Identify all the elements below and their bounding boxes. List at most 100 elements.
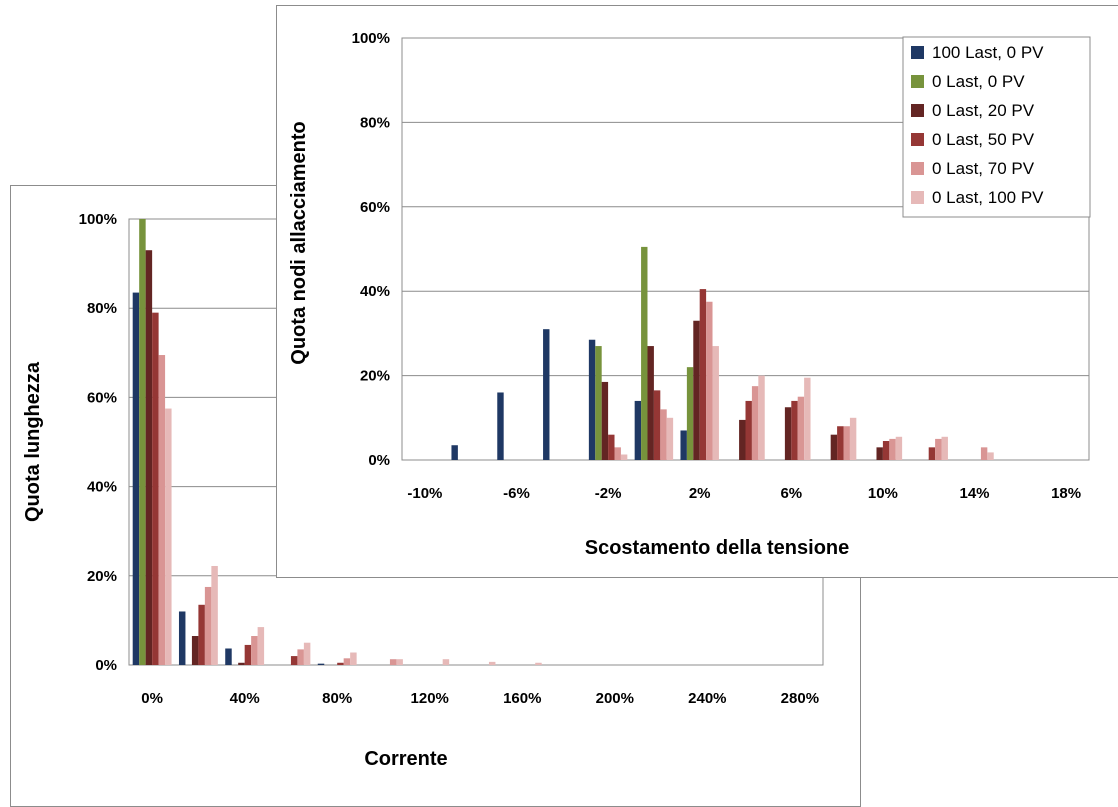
- bar: [928, 447, 936, 460]
- bar: [706, 301, 713, 460]
- bar: [797, 396, 805, 460]
- bar: [712, 346, 719, 460]
- y-tick-label: 0%: [95, 657, 117, 674]
- x-tick-label: 160%: [503, 690, 541, 707]
- legend-swatch: [911, 46, 924, 59]
- bar: [317, 663, 325, 665]
- x-tick-label: 14%: [959, 485, 989, 502]
- bar: [693, 320, 700, 460]
- x-tick-label: 10%: [868, 485, 898, 502]
- bar: [165, 408, 172, 665]
- bar: [198, 604, 205, 665]
- bar: [601, 381, 609, 460]
- bar: [666, 417, 674, 460]
- bar: [350, 652, 357, 665]
- bar: [204, 586, 212, 665]
- bar: [653, 390, 661, 460]
- bar: [244, 644, 252, 665]
- x-tick-label: 18%: [1051, 485, 1081, 502]
- bar: [132, 292, 140, 665]
- bar: [849, 417, 857, 460]
- bar: [895, 436, 903, 460]
- y-tick-label: 80%: [87, 300, 117, 317]
- voltage-chart-x-axis-title: Scostamento della tensione: [585, 537, 850, 559]
- bar: [152, 312, 159, 665]
- x-tick-label: 40%: [230, 690, 260, 707]
- legend-label: 100 Last, 0 PV: [932, 43, 1044, 62]
- x-tick-label: 2%: [689, 485, 711, 502]
- bar: [758, 375, 765, 460]
- current-chart-y-ticks: 0% 20% 40% 60% 80% 100%: [79, 211, 117, 674]
- bar: [297, 649, 304, 665]
- bar: [620, 454, 628, 460]
- voltage-chart-svg: 0% 20% 40% 60% 80% 100% -10% -6% -2% 2% 6% 10% 14% 1…: [288, 30, 1091, 559]
- bar: [680, 430, 687, 460]
- legend-box: [902, 36, 1091, 218]
- legend-label: 0 Last, 100 PV: [932, 188, 1044, 207]
- bar: [751, 386, 759, 460]
- bar: [588, 339, 596, 460]
- x-tick-label: 280%: [781, 690, 819, 707]
- x-tick-label: 80%: [322, 690, 352, 707]
- bar: [882, 441, 890, 460]
- voltage-chart-legend: 100 Last, 0 PV 0 Last, 0 PV 0 Last, 20 PV 0…: [902, 36, 1091, 218]
- x-tick-label: 240%: [688, 690, 726, 707]
- bar: [488, 661, 496, 665]
- bar: [843, 426, 850, 460]
- legend-swatch: [911, 133, 924, 146]
- bar: [876, 447, 883, 460]
- x-tick-label: -10%: [407, 485, 442, 502]
- bar: [784, 407, 792, 460]
- bar: [337, 662, 344, 665]
- bar: [660, 409, 667, 460]
- bar: [178, 611, 186, 665]
- bar: [641, 246, 648, 460]
- bar: [497, 392, 504, 460]
- bar: [343, 658, 351, 665]
- bar: [595, 346, 602, 460]
- legend-swatch: [911, 75, 924, 88]
- bar: [211, 565, 218, 665]
- current-chart-x-ticks: 0% 40% 80% 120% 160% 200% 240% 280%: [141, 690, 819, 707]
- bar: [389, 659, 397, 665]
- bar: [139, 219, 146, 665]
- current-chart-bars: [132, 219, 542, 665]
- bar: [647, 346, 654, 460]
- bar: [543, 329, 550, 460]
- bar: [739, 419, 746, 460]
- bar: [535, 662, 542, 665]
- bar: [191, 636, 199, 665]
- bar: [158, 355, 166, 665]
- bar: [634, 400, 642, 460]
- x-tick-label: 6%: [780, 485, 802, 502]
- y-tick-label: 20%: [87, 568, 117, 585]
- x-tick-label: -6%: [503, 485, 530, 502]
- x-tick-label: 0%: [141, 690, 163, 707]
- bar: [238, 662, 245, 665]
- y-tick-label: 100%: [79, 211, 117, 228]
- voltage-chart-bars: [451, 246, 994, 460]
- bar: [257, 627, 265, 665]
- bar: [225, 648, 232, 665]
- bar: [935, 438, 942, 460]
- bar: [614, 447, 621, 460]
- y-tick-label: 60%: [360, 199, 390, 216]
- bar: [889, 438, 896, 460]
- bar: [396, 659, 403, 665]
- bar: [699, 289, 707, 460]
- current-chart-x-axis-title: Corrente: [364, 748, 447, 770]
- current-chart-y-axis-title: Quota lunghezza: [22, 361, 44, 522]
- voltage-chart-x-ticks: -10% -6% -2% 2% 6% 10% 14% 18%: [407, 485, 1081, 502]
- y-tick-label: 0%: [368, 452, 390, 469]
- bar: [745, 400, 752, 460]
- bar: [830, 434, 838, 460]
- bar: [987, 452, 994, 460]
- bar: [980, 447, 988, 460]
- y-tick-label: 60%: [87, 389, 117, 406]
- voltage-chart-y-ticks: 0% 20% 40% 60% 80% 100%: [352, 30, 390, 469]
- legend-swatch: [911, 191, 924, 204]
- y-tick-label: 40%: [87, 479, 117, 496]
- legend-swatch: [911, 104, 924, 117]
- legend-label: 0 Last, 70 PV: [932, 159, 1035, 178]
- legend-label: 0 Last, 20 PV: [932, 101, 1035, 120]
